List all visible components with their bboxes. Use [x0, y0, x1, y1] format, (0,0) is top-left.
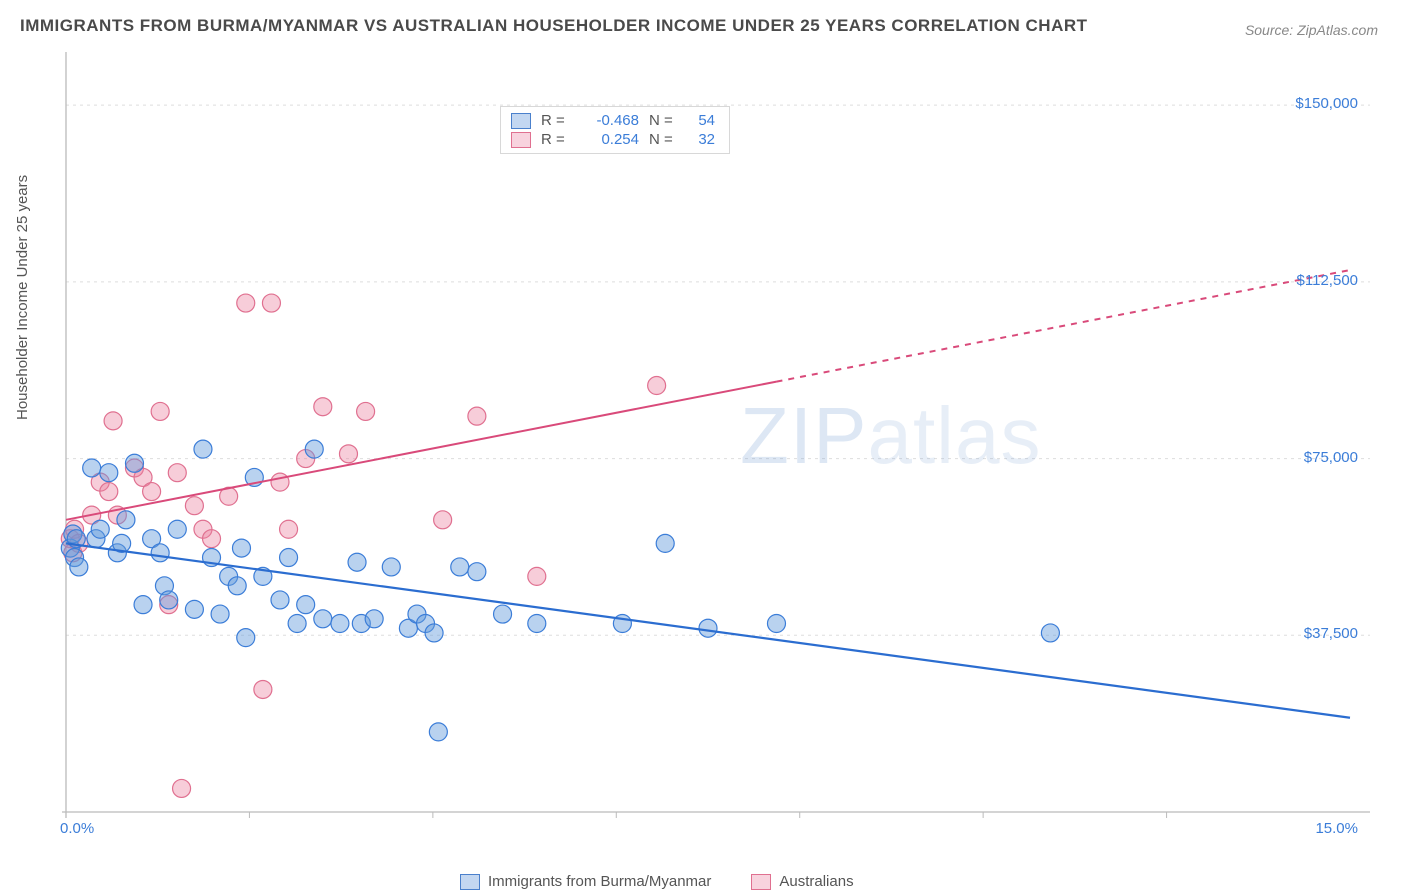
swatch-blue-icon: [511, 113, 531, 129]
x-tick-label: 0.0%: [60, 820, 94, 837]
legend-item-pink: Australians: [751, 873, 853, 890]
scatter-plot-svg: [60, 50, 1380, 840]
legend-row-pink: R = 0.254 N = 32: [511, 130, 715, 149]
n-value: 32: [685, 131, 715, 148]
chart-title: IMMIGRANTS FROM BURMA/MYANMAR VS AUSTRAL…: [20, 16, 1088, 36]
r-label: R =: [541, 112, 567, 129]
series-legend: Immigrants from Burma/Myanmar Australian…: [460, 873, 854, 890]
source-attribution: Source: ZipAtlas.com: [1245, 22, 1378, 38]
legend-row-blue: R = -0.468 N = 54: [511, 111, 715, 130]
legend-item-blue: Immigrants from Burma/Myanmar: [460, 873, 711, 890]
correlation-legend: R = -0.468 N = 54 R = 0.254 N = 32: [500, 106, 730, 154]
swatch-pink-icon: [511, 132, 531, 148]
y-tick-label: $75,000: [1304, 449, 1358, 466]
swatch-blue-icon: [460, 874, 480, 890]
x-tick-label: 15.0%: [1315, 820, 1358, 837]
n-label: N =: [649, 131, 675, 148]
y-tick-label: $37,500: [1304, 625, 1358, 642]
chart-area: ZIPatlas R = -0.468 N = 54 R = 0.254 N =…: [60, 50, 1380, 840]
r-label: R =: [541, 131, 567, 148]
swatch-pink-icon: [751, 874, 771, 890]
legend-label: Australians: [779, 873, 853, 890]
y-tick-label: $150,000: [1295, 95, 1358, 112]
r-value: -0.468: [577, 112, 639, 129]
y-axis-label: Householder Income Under 25 years: [14, 175, 31, 420]
r-value: 0.254: [577, 131, 639, 148]
n-value: 54: [685, 112, 715, 129]
n-label: N =: [649, 112, 675, 129]
legend-label: Immigrants from Burma/Myanmar: [488, 873, 711, 890]
y-tick-label: $112,500: [1297, 272, 1358, 289]
